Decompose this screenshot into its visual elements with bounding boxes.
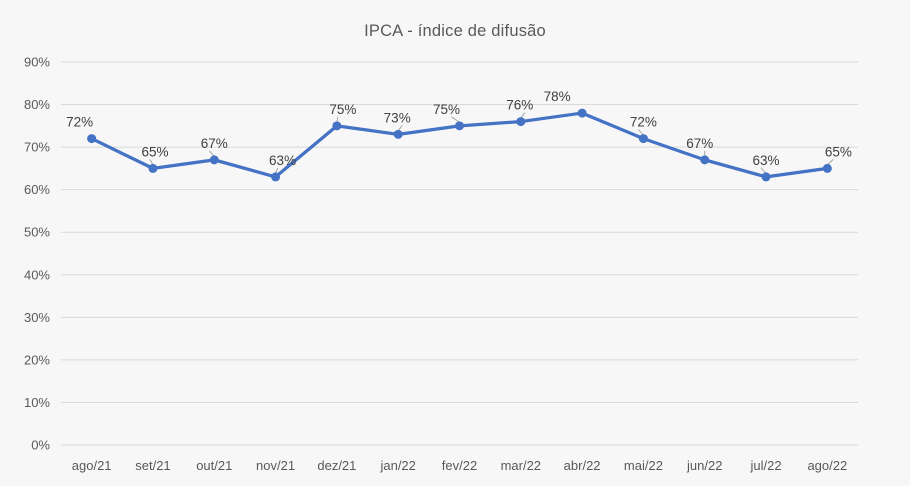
data-point-marker (455, 121, 464, 131)
x-tick-label: dez/21 (317, 458, 356, 473)
x-tick-label: jan/22 (379, 458, 415, 473)
data-point-label: 65% (825, 144, 852, 159)
data-point-label: 72% (66, 115, 93, 130)
x-tick-label: mar/22 (501, 458, 541, 473)
y-tick-label: 40% (24, 267, 50, 282)
data-point-label: 73% (384, 110, 411, 125)
y-tick-label: 0% (31, 438, 50, 453)
data-point-marker (761, 172, 771, 182)
label-leader-line (827, 159, 834, 166)
y-tick-label: 30% (24, 310, 50, 325)
y-tick-label: 70% (24, 140, 50, 155)
chart-title: IPCA - índice de difusão (364, 22, 546, 40)
data-point-label: 78% (544, 89, 571, 104)
data-point-marker (822, 163, 832, 173)
data-point-marker (148, 163, 158, 173)
data-point-label: 75% (329, 102, 356, 117)
y-tick-label: 20% (24, 352, 50, 367)
data-point-marker (209, 155, 219, 165)
x-tick-label: nov/21 (256, 458, 295, 473)
data-point-label: 63% (753, 153, 780, 168)
data-point-label: 76% (506, 98, 533, 113)
x-tick-label: out/21 (196, 458, 232, 473)
data-point-marker (271, 172, 281, 182)
label-leader-line (451, 116, 460, 123)
data-point-label: 67% (686, 136, 713, 151)
x-tick-label: set/21 (135, 458, 170, 473)
data-point-marker (516, 117, 526, 127)
data-point-marker (700, 155, 710, 165)
y-tick-label: 90% (24, 55, 50, 70)
data-point-marker (393, 129, 403, 139)
data-point-marker (638, 134, 648, 144)
x-tick-label: abr/22 (564, 458, 601, 473)
data-point-marker (577, 108, 587, 118)
x-tick-label: jun/22 (686, 458, 722, 473)
data-point-label: 63% (269, 153, 296, 168)
data-point-label: 75% (433, 102, 460, 117)
data-point-marker (87, 134, 97, 144)
x-tick-label: jul/22 (749, 458, 781, 473)
y-tick-label: 80% (24, 97, 50, 112)
x-tick-label: ago/21 (72, 458, 112, 473)
x-tick-label: mai/22 (624, 458, 663, 473)
data-point-marker (332, 121, 342, 131)
x-tick-label: ago/22 (807, 458, 847, 473)
data-point-label: 72% (630, 115, 657, 130)
y-tick-label: 60% (24, 182, 50, 197)
y-tick-label: 50% (24, 225, 50, 240)
x-tick-label: fev/22 (442, 458, 477, 473)
data-point-label: 67% (201, 136, 228, 151)
y-tick-label: 10% (24, 395, 50, 410)
data-point-label: 65% (141, 144, 168, 159)
